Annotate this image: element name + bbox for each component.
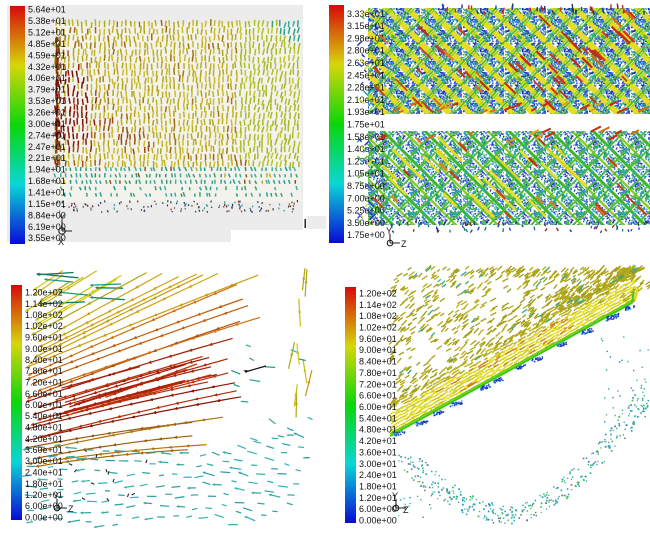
svg-text:2.98e+01: 2.98e+01 (347, 33, 385, 43)
svg-text:1.20e+01: 1.20e+01 (25, 490, 63, 500)
svg-text:1.20e+02: 1.20e+02 (25, 288, 63, 298)
svg-text:3.79e+01: 3.79e+01 (28, 85, 66, 95)
svg-text:7.20e+01: 7.20e+01 (359, 379, 397, 389)
svg-text:1.08e+02: 1.08e+02 (359, 311, 397, 321)
svg-text:6.00e+01: 6.00e+01 (25, 400, 63, 410)
svg-text:1.20e+01: 1.20e+01 (359, 493, 397, 503)
svg-text:9.00e+01: 9.00e+01 (359, 345, 397, 355)
svg-text:Y: Y (59, 213, 65, 223)
svg-text:3.50e+00: 3.50e+00 (347, 218, 385, 228)
svg-text:2.40e+01: 2.40e+01 (25, 468, 63, 478)
svg-text:2.21e+01: 2.21e+01 (28, 153, 66, 163)
svg-text:4.32e+01: 4.32e+01 (28, 62, 66, 72)
svg-text:1.08e+02: 1.08e+02 (25, 310, 63, 320)
svg-text:3.15e+01: 3.15e+01 (347, 21, 385, 31)
svg-text:1.80e+01: 1.80e+01 (359, 481, 397, 491)
svg-text:7.80e+01: 7.80e+01 (359, 368, 397, 378)
svg-text:0.00e+00: 0.00e+00 (359, 516, 397, 526)
svg-text:Z: Z (403, 505, 409, 515)
svg-text:4.80e+01: 4.80e+01 (25, 423, 63, 433)
svg-text:6.00e+00: 6.00e+00 (25, 501, 63, 511)
svg-text:6.19e+00: 6.19e+00 (28, 222, 66, 232)
svg-text:1.75e+00: 1.75e+00 (347, 230, 385, 240)
svg-text:6.60e+01: 6.60e+01 (359, 391, 397, 401)
svg-text:3.60e+01: 3.60e+01 (25, 445, 63, 455)
svg-text:6.60e+01: 6.60e+01 (25, 389, 63, 399)
svg-text:X: X (58, 237, 64, 247)
svg-text:5.40e+01: 5.40e+01 (359, 413, 397, 423)
svg-text:2.28e+01: 2.28e+01 (347, 83, 385, 93)
svg-text:4.80e+01: 4.80e+01 (359, 425, 397, 435)
svg-text:Z: Z (401, 239, 407, 249)
svg-text:9.00e+01: 9.00e+01 (25, 344, 63, 354)
svg-text:1.14e+02: 1.14e+02 (25, 299, 63, 309)
svg-text:7.20e+01: 7.20e+01 (25, 378, 63, 388)
svg-text:9.60e+01: 9.60e+01 (359, 334, 397, 344)
svg-text:3.33e+01: 3.33e+01 (347, 9, 385, 19)
svg-text:4.20e+01: 4.20e+01 (359, 436, 397, 446)
svg-text:3.00e+01: 3.00e+01 (359, 459, 397, 469)
svg-text:2.74e+01: 2.74e+01 (28, 130, 66, 140)
svg-text:4.59e+01: 4.59e+01 (28, 50, 66, 60)
svg-text:2.45e+01: 2.45e+01 (347, 70, 385, 80)
svg-text:1.75e+01: 1.75e+01 (347, 120, 385, 130)
svg-text:5.25e+00: 5.25e+00 (347, 206, 385, 216)
svg-text:9.60e+01: 9.60e+01 (25, 333, 63, 343)
svg-text:Y: Y (392, 491, 398, 501)
svg-text:1.94e+01: 1.94e+01 (28, 165, 66, 175)
svg-text:3.60e+01: 3.60e+01 (359, 447, 397, 457)
svg-text:6.00e+01: 6.00e+01 (359, 402, 397, 412)
svg-text:1.68e+01: 1.68e+01 (28, 176, 66, 186)
svg-text:0.00e+00: 0.00e+00 (25, 513, 63, 523)
svg-text:1.58e+01: 1.58e+01 (347, 132, 385, 142)
svg-text:8.40e+01: 8.40e+01 (359, 357, 397, 367)
svg-text:1.93e+01: 1.93e+01 (347, 107, 385, 117)
svg-text:1.02e+02: 1.02e+02 (25, 321, 63, 331)
svg-text:2.47e+01: 2.47e+01 (28, 142, 66, 152)
svg-text:1.20e+02: 1.20e+02 (359, 289, 397, 299)
svg-text:7.00e+00: 7.00e+00 (347, 193, 385, 203)
svg-text:2.10e+01: 2.10e+01 (347, 95, 385, 105)
svg-text:2.63e+01: 2.63e+01 (347, 58, 385, 68)
svg-text:3.26e+01: 3.26e+01 (28, 108, 66, 118)
svg-text:Y: Y (53, 491, 59, 501)
svg-text:8.40e+01: 8.40e+01 (25, 355, 63, 365)
svg-text:2.40e+01: 2.40e+01 (359, 470, 397, 480)
svg-text:1.14e+02: 1.14e+02 (359, 300, 397, 310)
svg-text:Y: Y (386, 226, 392, 236)
svg-text:8.75e+00: 8.75e+00 (347, 181, 385, 191)
svg-text:3.00e+01: 3.00e+01 (25, 456, 63, 466)
svg-text:6.00e+00: 6.00e+00 (359, 504, 397, 514)
svg-text:5.38e+01: 5.38e+01 (28, 16, 66, 26)
svg-text:3.55e+00: 3.55e+00 (28, 233, 66, 243)
svg-text:4.06e+01: 4.06e+01 (28, 73, 66, 83)
svg-text:3.53e+01: 3.53e+01 (28, 96, 66, 106)
svg-text:5.64e+01: 5.64e+01 (28, 5, 66, 15)
svg-text:5.12e+01: 5.12e+01 (28, 28, 66, 38)
svg-text:4.85e+01: 4.85e+01 (28, 39, 66, 49)
svg-text:5.40e+01: 5.40e+01 (25, 411, 63, 421)
svg-text:8.84e+00: 8.84e+00 (28, 210, 66, 220)
svg-text:1.15e+01: 1.15e+01 (28, 199, 66, 209)
svg-text:Z: Z (68, 504, 74, 514)
svg-text:1.80e+01: 1.80e+01 (25, 479, 63, 489)
svg-text:1.02e+02: 1.02e+02 (359, 323, 397, 333)
svg-text:7.80e+01: 7.80e+01 (25, 366, 63, 376)
svg-text:3.00e+01: 3.00e+01 (28, 119, 66, 129)
svg-text:4.20e+01: 4.20e+01 (25, 434, 63, 444)
svg-text:2.80e+01: 2.80e+01 (347, 46, 385, 56)
svg-text:1.41e+01: 1.41e+01 (28, 188, 66, 198)
